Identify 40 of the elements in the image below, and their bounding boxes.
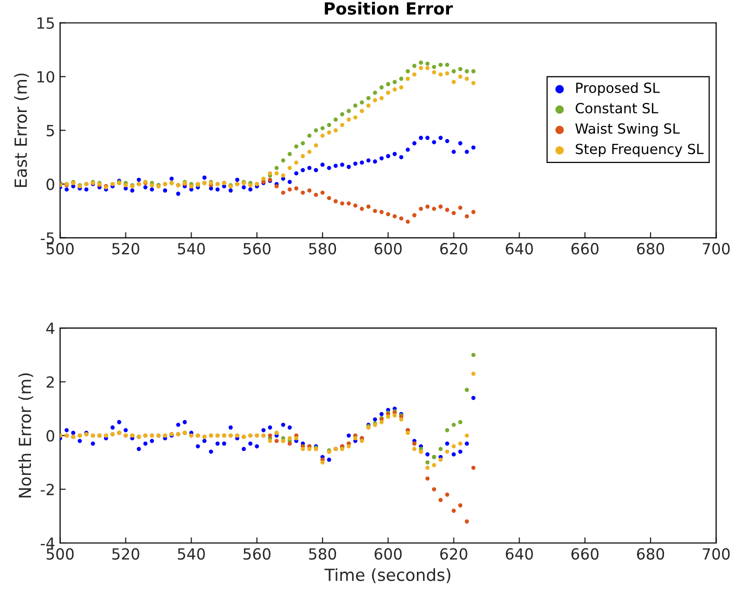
x-tick-label: 660 — [571, 548, 598, 560]
y-tick-label: 10 — [37, 71, 54, 83]
x-tick-label: 520 — [112, 548, 140, 560]
x-tick-label: 640 — [506, 242, 533, 254]
x-tick-label: 620 — [440, 548, 468, 560]
x-tick-label: 700 — [702, 548, 730, 560]
x-tick-label: 540 — [178, 548, 205, 560]
x-tick-label: 660 — [571, 242, 598, 254]
x-tick-label: 560 — [244, 242, 270, 254]
x-tick-label: 700 — [702, 242, 730, 254]
legend-label: Constant SL — [576, 102, 658, 114]
x-tick-label: 580 — [309, 242, 336, 254]
x-tick-label: 520 — [112, 242, 140, 254]
y-tick-label: 0 — [46, 178, 54, 190]
x-tick-label: 500 — [46, 548, 74, 560]
legend-label: Proposed SL — [576, 82, 660, 96]
legend-label: Waist Swing SL — [575, 123, 680, 137]
legend-label: Step Frequency SL — [576, 144, 704, 157]
chart-title: Position Error — [324, 2, 453, 15]
x-tick-label: 560 — [244, 548, 270, 560]
y-tick-label: -4 — [40, 538, 54, 549]
y-tick-label: -2 — [40, 484, 54, 496]
y-tick-label: 4 — [46, 322, 54, 334]
x-axis-title: Time (seconds) — [324, 568, 450, 584]
y-tick-label: 15 — [37, 18, 54, 29]
y-tick-label: 0 — [46, 430, 54, 442]
x-tick-label: 580 — [309, 548, 336, 560]
y-tick-label: 5 — [46, 125, 54, 136]
x-tick-label: 620 — [440, 242, 468, 254]
x-tick-label: 600 — [374, 242, 402, 254]
x-tick-label: 640 — [506, 548, 533, 560]
x-tick-label: 540 — [178, 242, 205, 254]
y-tick-label: 2 — [46, 376, 54, 388]
y-tick-label: -5 — [40, 232, 54, 244]
x-tick-label: 500 — [46, 242, 74, 254]
y-axis-title: East Error (m) — [14, 74, 29, 187]
y-axis-title: North Error (m) — [18, 373, 34, 498]
x-tick-label: 680 — [637, 242, 664, 254]
x-tick-label: 600 — [374, 548, 402, 560]
x-tick-label: 680 — [637, 548, 664, 560]
